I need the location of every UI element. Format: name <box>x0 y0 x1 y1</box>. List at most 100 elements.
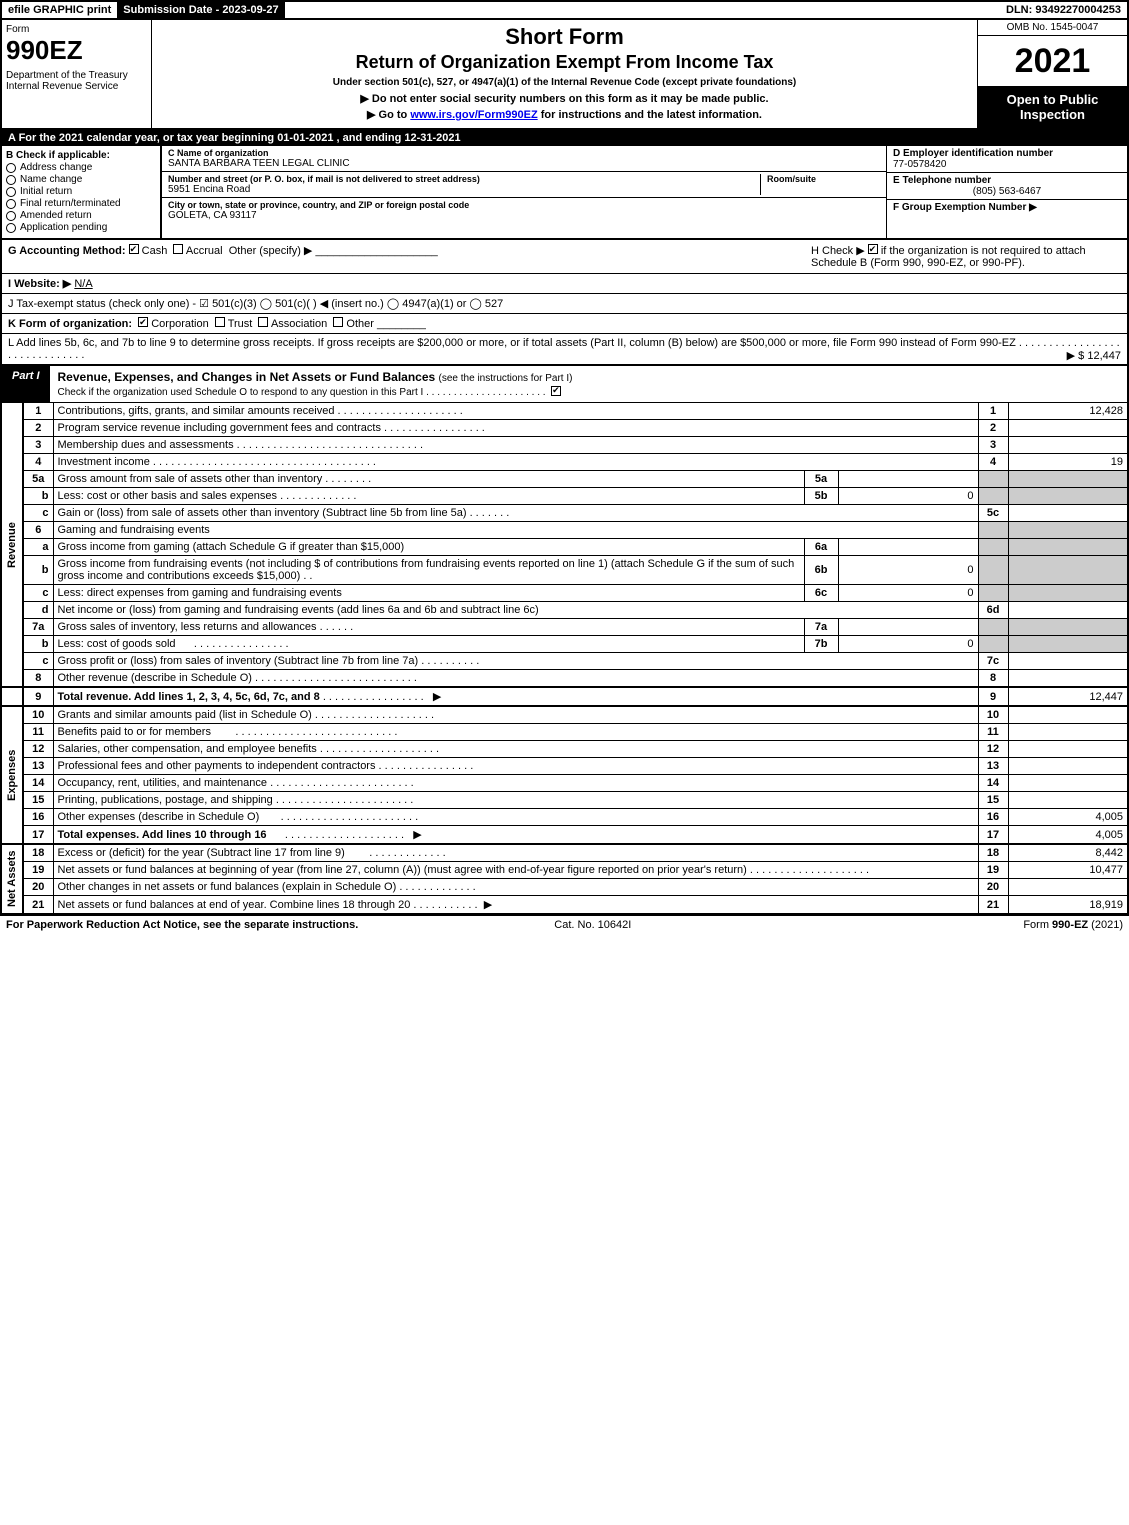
shaded-cell <box>1008 619 1128 636</box>
footer-right-pre: Form <box>1023 919 1052 931</box>
checkbox-schedule-b[interactable] <box>868 244 878 254</box>
line-val: 4,005 <box>1008 826 1128 845</box>
line-val: 12,447 <box>1008 687 1128 706</box>
title-short-form: Short Form <box>160 24 969 50</box>
instruction-goto: ▶ Go to www.irs.gov/Form990EZ for instru… <box>160 108 969 121</box>
line-desc: Program service revenue including govern… <box>53 420 978 437</box>
checkbox-amended-return[interactable] <box>6 211 16 221</box>
arrow-icon: ▶ <box>484 899 492 911</box>
shaded-cell <box>978 556 1008 585</box>
shaded-cell <box>978 522 1008 539</box>
title-return: Return of Organization Exempt From Incom… <box>160 52 969 73</box>
line-num: 10 <box>23 706 53 724</box>
header-center: Short Form Return of Organization Exempt… <box>152 20 977 128</box>
line-num: b <box>23 488 53 505</box>
inner-ref: 5a <box>804 471 838 488</box>
line-num: 21 <box>23 896 53 915</box>
shaded-cell <box>978 471 1008 488</box>
line-num: 9 <box>23 687 53 706</box>
line-ref: 8 <box>978 670 1008 688</box>
line-desc: Net assets or fund balances at end of ye… <box>53 896 978 915</box>
instruction-ssn: ▶ Do not enter social security numbers o… <box>160 92 969 105</box>
line-val <box>1008 741 1128 758</box>
shaded-cell <box>978 636 1008 653</box>
g-accounting: G Accounting Method: Cash Accrual Other … <box>8 244 438 257</box>
line-num: 19 <box>23 862 53 879</box>
checkbox-schedule-o[interactable] <box>551 386 561 396</box>
line-val: 12,428 <box>1008 403 1128 420</box>
checkbox-name-change[interactable] <box>6 175 16 185</box>
line-val <box>1008 724 1128 741</box>
checkbox-accrual[interactable] <box>173 244 183 254</box>
line-desc: Less: direct expenses from gaming and fu… <box>53 585 804 602</box>
checkbox-final-return[interactable] <box>6 199 16 209</box>
line-desc: Other revenue (describe in Schedule O) .… <box>53 670 978 688</box>
line-desc: Less: cost of goods sold . . . . . . . .… <box>53 636 804 653</box>
line-val <box>1008 758 1128 775</box>
side-spacer <box>1 687 23 706</box>
info-block: B Check if applicable: Address change Na… <box>0 146 1129 240</box>
k-trust: Trust <box>228 318 253 330</box>
line-val <box>1008 653 1128 670</box>
line-desc: Gross amount from sale of assets other t… <box>53 471 804 488</box>
j-text: J Tax-exempt status (check only one) - ☑… <box>8 298 503 310</box>
g-label: G Accounting Method: <box>8 245 126 257</box>
city-label: City or town, state or province, country… <box>168 200 880 210</box>
shaded-cell <box>978 619 1008 636</box>
line-val: 10,477 <box>1008 862 1128 879</box>
line-ref: 12 <box>978 741 1008 758</box>
line-num: 1 <box>23 403 53 420</box>
column-def: D Employer identification number 77-0578… <box>887 146 1127 238</box>
line-val <box>1008 792 1128 809</box>
line-val <box>1008 602 1128 619</box>
checkbox-cash[interactable] <box>129 244 139 254</box>
line-val <box>1008 505 1128 522</box>
phone-value: (805) 563-6467 <box>893 186 1121 197</box>
inner-ref: 6c <box>804 585 838 602</box>
line-num: 16 <box>23 809 53 826</box>
line-ref: 2 <box>978 420 1008 437</box>
org-name-label: C Name of organization <box>168 148 880 158</box>
line-desc: Gross profit or (loss) from sales of inv… <box>53 653 978 670</box>
checkbox-corporation[interactable] <box>138 317 148 327</box>
checkbox-address-change[interactable] <box>6 163 16 173</box>
goto-post: for instructions and the latest informat… <box>538 109 762 121</box>
inner-ref: 6b <box>804 556 838 585</box>
line-desc: Net income or (loss) from gaming and fun… <box>53 602 978 619</box>
line-num: b <box>23 636 53 653</box>
checkbox-other[interactable] <box>333 317 343 327</box>
h-text1: H Check ▶ <box>811 245 865 257</box>
line-ref: 21 <box>978 896 1008 915</box>
line-ref: 16 <box>978 809 1008 826</box>
col-b-title: B Check if applicable: <box>6 150 156 161</box>
line-desc: Other expenses (describe in Schedule O) … <box>53 809 978 826</box>
line-desc: Total expenses. Add lines 10 through 16 … <box>53 826 978 845</box>
line-desc: Salaries, other compensation, and employ… <box>53 741 978 758</box>
chk-label: Initial return <box>20 186 72 197</box>
checkbox-initial-return[interactable] <box>6 187 16 197</box>
chk-label: Name change <box>20 174 82 185</box>
part-1-tab: Part I <box>2 366 50 402</box>
form-number: 990EZ <box>6 35 147 66</box>
line-ref: 6d <box>978 602 1008 619</box>
line-num: 7a <box>23 619 53 636</box>
section-a-bar: A For the 2021 calendar year, or tax yea… <box>0 130 1129 146</box>
shaded-cell <box>1008 636 1128 653</box>
h-check: H Check ▶ if the organization is not req… <box>811 244 1121 269</box>
line-num: 17 <box>23 826 53 845</box>
checkbox-association[interactable] <box>258 317 268 327</box>
line-num: c <box>23 653 53 670</box>
street-value: 5951 Encina Road <box>168 184 760 195</box>
line-val <box>1008 420 1128 437</box>
checkbox-trust[interactable] <box>215 317 225 327</box>
irs-link[interactable]: www.irs.gov/Form990EZ <box>410 109 537 121</box>
website-value: N/A <box>74 278 92 290</box>
checkbox-application-pending[interactable] <box>6 223 16 233</box>
line-ref: 3 <box>978 437 1008 454</box>
inner-val <box>838 539 978 556</box>
part-1-title-sub: (see the instructions for Part I) <box>439 373 573 384</box>
ein-value: 77-0578420 <box>893 159 1121 170</box>
line-num: 14 <box>23 775 53 792</box>
side-label-net-assets: Net Assets <box>1 844 23 914</box>
line-desc: Gain or (loss) from sale of assets other… <box>53 505 978 522</box>
